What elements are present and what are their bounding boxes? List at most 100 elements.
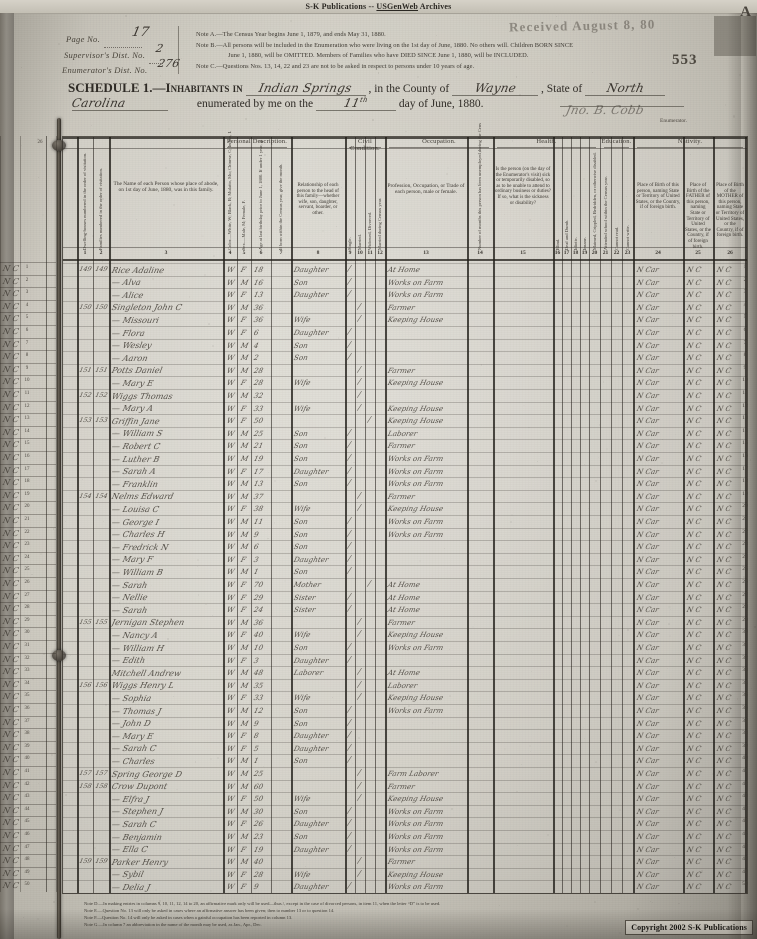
- cell-name-12: — Mary A: [110, 403, 155, 414]
- tick-civil-s-2: /: [346, 276, 353, 286]
- speck: [543, 159, 545, 162]
- cell-relationship-43: Wife: [292, 794, 312, 804]
- cell-name-34: Wiggs Henry L: [110, 680, 176, 691]
- speck: [300, 649, 303, 652]
- cell-relationship-7: Son: [292, 340, 309, 350]
- cell-sex-1: F: [239, 265, 248, 274]
- cell-birthplace-48: N Car: [635, 857, 660, 867]
- cell-age-32: 3: [252, 655, 260, 665]
- tick-civil-m-19: /: [356, 490, 363, 500]
- cell-dwelling-9: 151: [78, 365, 93, 374]
- cell-father-birthplace-44: N C: [685, 806, 703, 816]
- speck: [392, 422, 395, 424]
- speck: [602, 381, 605, 384]
- census-form-table: Personal Description. Civil Condition. Occ…: [62, 123, 748, 894]
- tick-civil-s-23: /: [346, 541, 353, 551]
- cell-father-birthplace-43: N C: [685, 794, 703, 804]
- cell-father-birthplace-40: N C: [685, 756, 703, 766]
- column-rule-24: [633, 137, 635, 893]
- row-number-17: 17: [738, 466, 752, 472]
- row-number-7: 7: [738, 340, 752, 346]
- row-number-49: 49: [738, 869, 752, 875]
- header-rule-2: [63, 247, 747, 248]
- cell-relationship-50: Daughter: [292, 882, 330, 892]
- speck: [152, 278, 154, 281]
- left-margin-row-number-27: 27: [24, 592, 30, 598]
- group-heading-underline: [497, 147, 596, 148]
- cell-color-3: W: [225, 290, 236, 300]
- cell-sex-29: M: [239, 617, 250, 627]
- row-rule-5: [63, 326, 747, 327]
- left-margin-row-rule-41: [0, 778, 56, 780]
- left-margin-row-rule-22: [0, 539, 56, 541]
- left-margin-row-rule-38: [0, 740, 56, 742]
- cell-father-birthplace-13: N C: [685, 416, 703, 426]
- row-number-13: 13: [738, 415, 752, 421]
- row-number-43: 43: [738, 793, 752, 799]
- cell-occupation-35: Keeping House: [386, 693, 445, 703]
- left-margin-row-rule-23: [0, 551, 56, 553]
- cell-sex-16: M: [239, 454, 250, 463]
- speck: [689, 154, 691, 155]
- column-number-6: 6: [259, 250, 263, 256]
- tick-civil-m-11: /: [356, 390, 363, 399]
- left-margin-value-46: N C: [1, 831, 20, 840]
- speck: [667, 623, 670, 625]
- left-margin-row-rule-30: [0, 640, 56, 641]
- speck: [650, 702, 652, 704]
- cell-father-birthplace-46: N C: [685, 832, 703, 841]
- cell-birthplace-39: N Car: [635, 743, 660, 753]
- row-number-26: 26: [738, 579, 752, 585]
- cell-name-28: — Sarah: [110, 604, 149, 615]
- cell-occupation-30: Keeping House: [386, 630, 445, 640]
- cell-name-48: Parker Henry: [110, 856, 170, 867]
- cell-father-birthplace-7: N C: [685, 340, 703, 350]
- cell-father-birthplace-45: N C: [685, 819, 703, 829]
- speck: [42, 652, 45, 655]
- column-number-21: 21: [602, 250, 609, 256]
- row-rule-30: [63, 641, 747, 642]
- speck: [396, 752, 398, 754]
- cell-color-7: W: [225, 340, 236, 350]
- left-margin-value-39: N C: [1, 742, 20, 752]
- speck: [130, 760, 132, 762]
- column-rule-13: [385, 137, 387, 893]
- speck: [38, 782, 39, 784]
- cell-sex-41: M: [239, 769, 250, 778]
- speck: [299, 880, 301, 882]
- tick-civil-m-20: /: [356, 503, 363, 513]
- banner-link-usgenweb[interactable]: USGenWeb: [376, 2, 419, 11]
- cell-birthplace-7: N Car: [635, 340, 660, 350]
- cell-sex-20: F: [239, 504, 248, 514]
- left-margin-row-number-32: 32: [24, 655, 30, 661]
- column-number-12: 12: [377, 250, 383, 256]
- tick-civil-s-18: /: [346, 478, 353, 488]
- cell-age-18: 13: [252, 479, 265, 489]
- cell-family-13: 153: [94, 416, 109, 425]
- row-rule-9: [63, 376, 747, 378]
- cell-sex-23: M: [239, 542, 250, 552]
- left-margin-row-number-24: 24: [24, 554, 30, 560]
- cell-relationship-27: Sister: [292, 592, 317, 602]
- note-b: Note B.—All persons will be included in …: [196, 42, 574, 49]
- row-rule-28: [63, 615, 747, 617]
- cell-birthplace-34: N Car: [635, 680, 660, 690]
- note-b-cont: June 1, 1880, will be OMITTED. Members o…: [228, 52, 529, 59]
- cell-birthplace-43: N Car: [635, 794, 660, 804]
- cell-family-11: 152: [94, 391, 109, 399]
- cell-occupation-2: Works on Farm: [386, 277, 445, 287]
- enumeration-date-label: day of June, 1880.: [398, 98, 484, 110]
- cell-color-24: W: [225, 554, 236, 564]
- speck: [65, 520, 67, 522]
- cell-name-39: — Sarah C: [110, 743, 158, 754]
- tick-civil-s-21: /: [346, 516, 353, 525]
- column-heading-12: Married during Census year.: [376, 197, 382, 251]
- cell-name-13: Griffin Jane: [110, 415, 161, 426]
- column-rule-16: [553, 137, 555, 893]
- cell-birthplace-12: N Car: [635, 403, 660, 413]
- cell-name-18: — Franklin: [110, 478, 160, 489]
- left-margin-row-rule-24: [0, 564, 56, 566]
- speck: [751, 688, 753, 690]
- left-margin-rule-1: [20, 136, 21, 892]
- cell-sex-17: F: [239, 466, 248, 476]
